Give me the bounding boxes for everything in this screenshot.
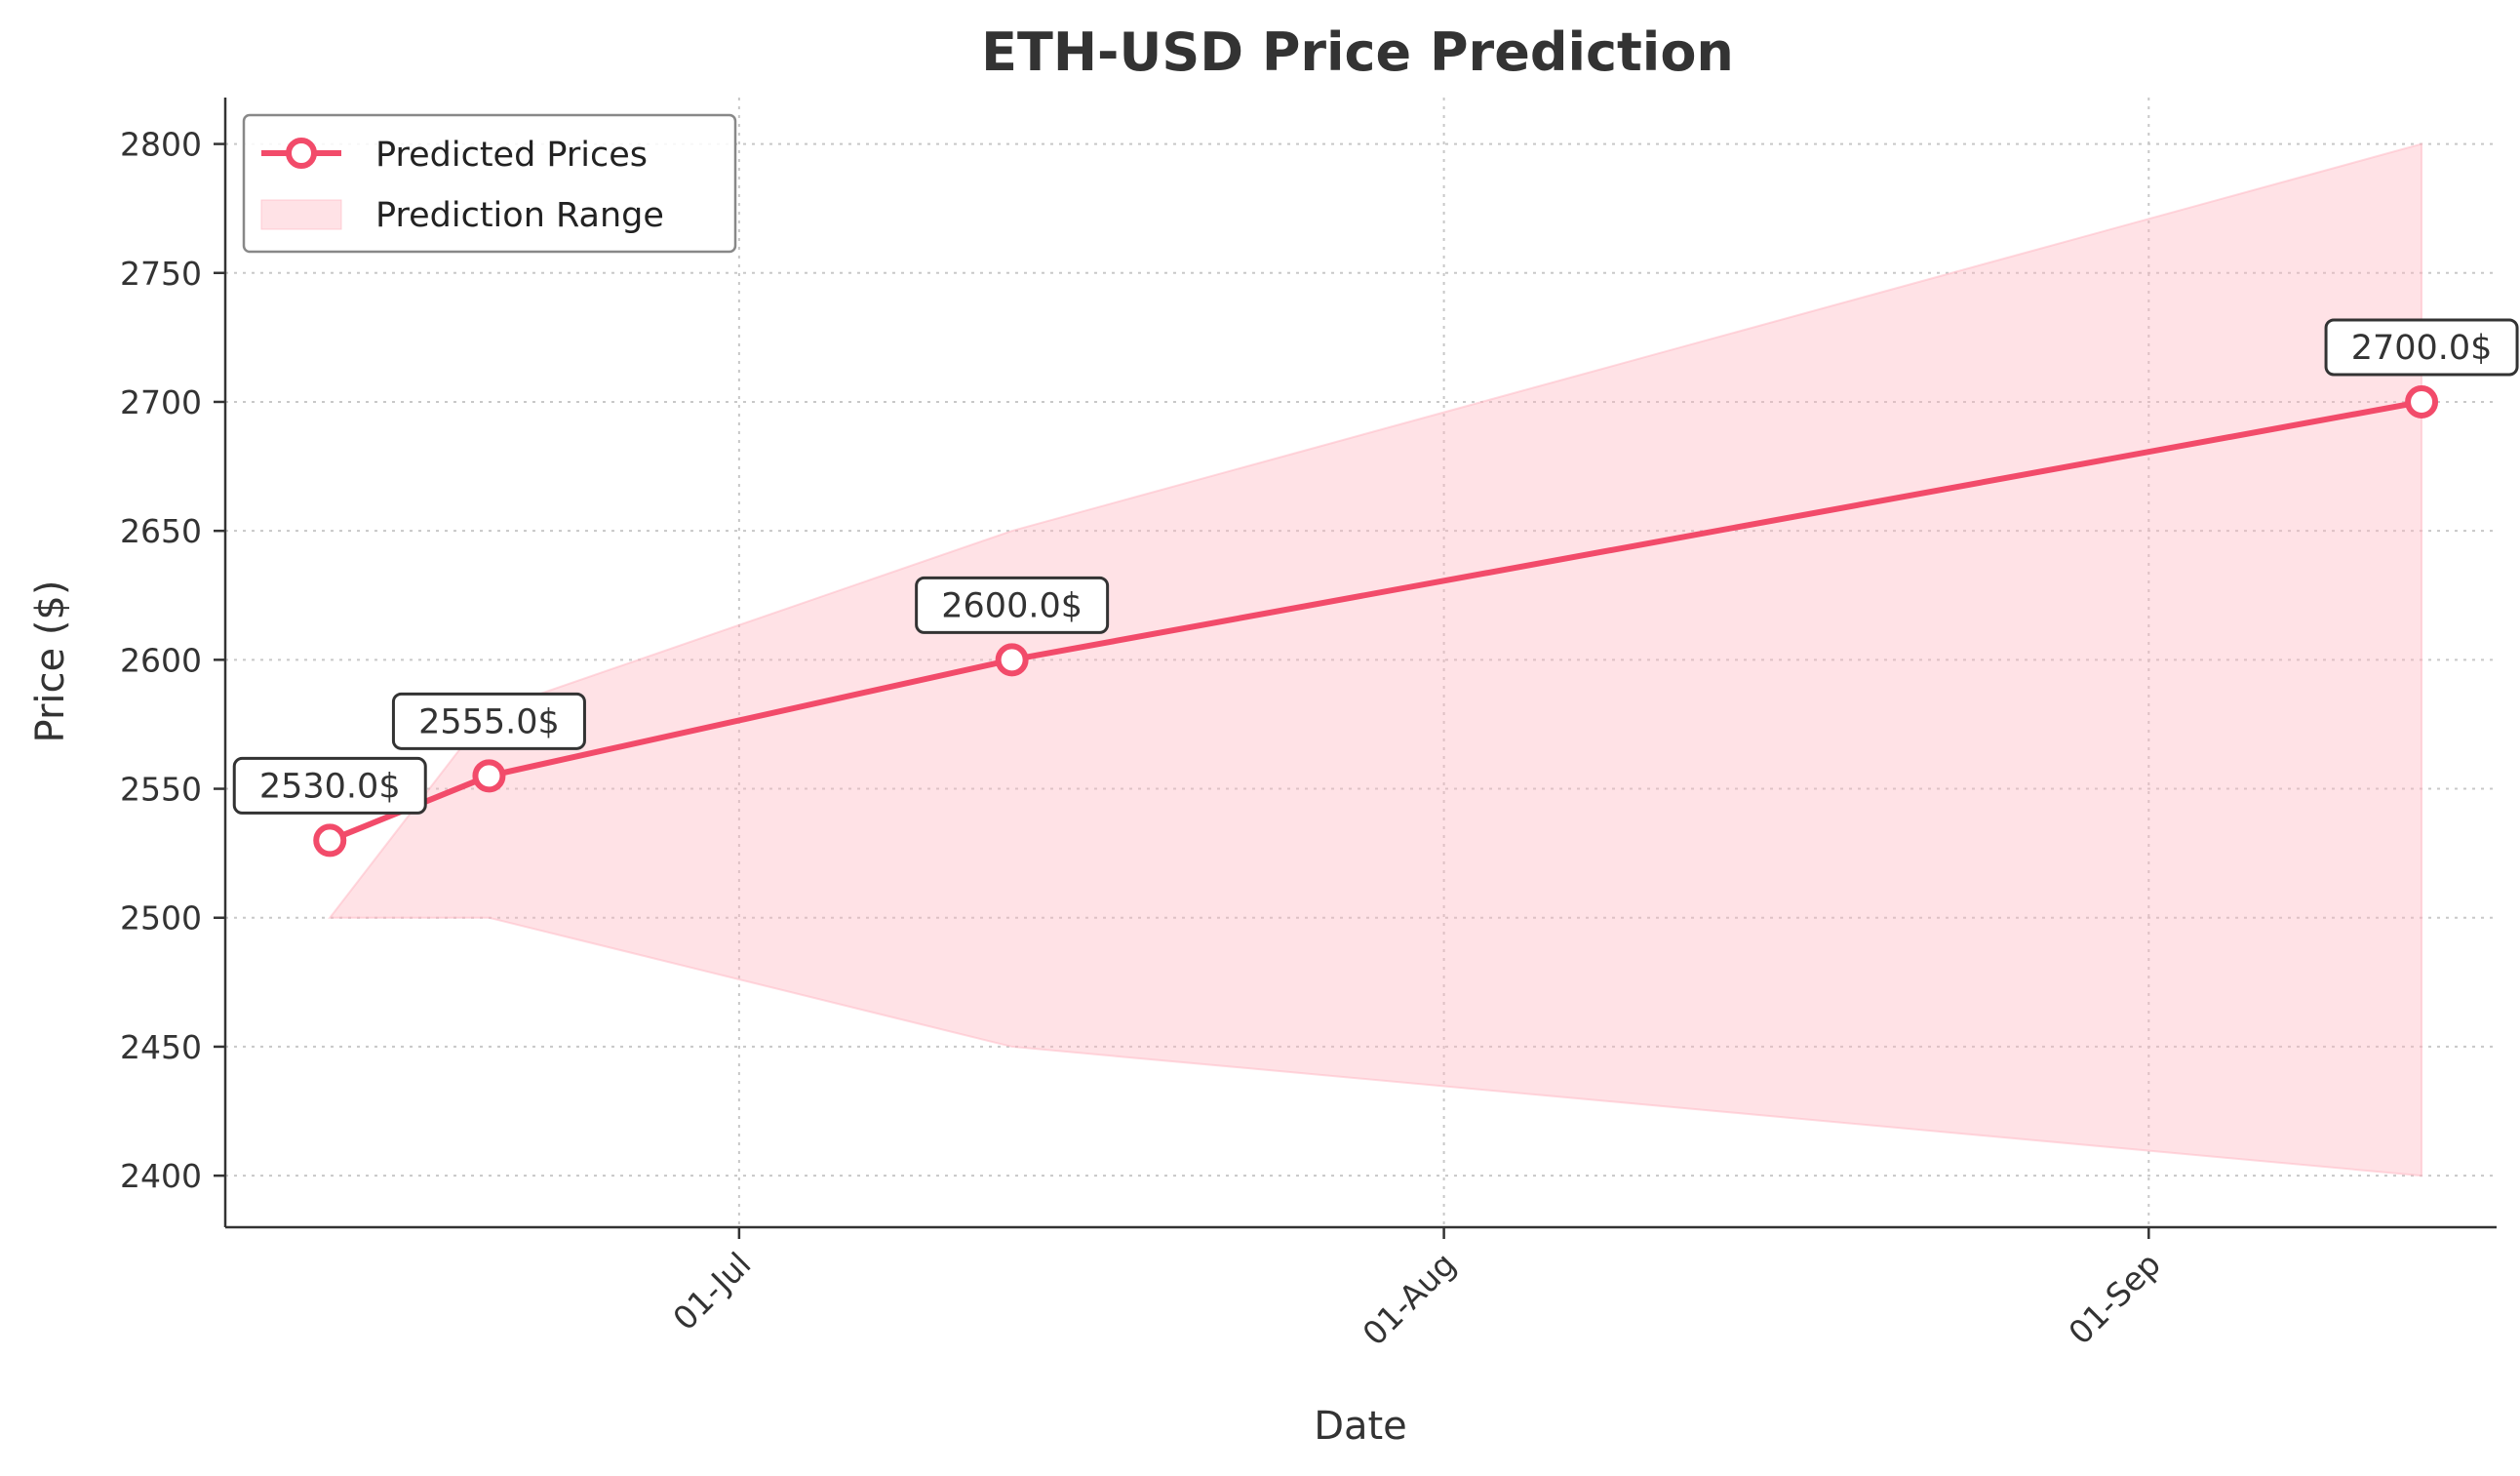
data-label-annotations: 2530.0$ 2555.0$ 2600.0$ 2700.0$ bbox=[232, 318, 2519, 815]
chart-title: ETH-USD Price Prediction bbox=[981, 21, 1734, 83]
grid bbox=[225, 98, 2497, 1227]
y-tick-label: 2500 bbox=[120, 899, 202, 937]
data-label-box bbox=[232, 756, 427, 815]
data-label: 2700.0$ bbox=[2351, 329, 2493, 368]
data-label: 2530.0$ bbox=[259, 767, 401, 806]
predicted-price-point bbox=[2405, 384, 2439, 419]
legend: Predicted Prices Prediction Range bbox=[242, 113, 737, 254]
y-tick-label: 2400 bbox=[120, 1157, 202, 1195]
y-axis-label: Price ($) bbox=[28, 580, 73, 743]
legend-box bbox=[242, 113, 737, 254]
legend-range-swatch bbox=[260, 199, 342, 230]
y-tick-label: 2800 bbox=[120, 126, 202, 164]
predicted-price-point bbox=[313, 823, 347, 858]
prediction-range-band bbox=[328, 142, 2423, 1177]
y-tick-label: 2450 bbox=[120, 1028, 202, 1066]
y-tick-label: 2600 bbox=[120, 641, 202, 679]
y-tick-label: 2750 bbox=[120, 255, 202, 293]
data-label-box bbox=[391, 692, 586, 750]
prediction-range-area bbox=[328, 142, 2423, 1177]
y-axis-ticks: 2400 2450 2500 2550 2600 2650 2700 2750 2800 bbox=[120, 126, 225, 1195]
legend-marker-swatch bbox=[286, 138, 317, 169]
y-tick-label: 2700 bbox=[120, 383, 202, 421]
x-tick-label: 01-Aug bbox=[1355, 1245, 1463, 1353]
legend-label-range: Prediction Range bbox=[375, 196, 664, 235]
data-label-box bbox=[915, 576, 1110, 634]
y-tick-label: 2650 bbox=[120, 512, 202, 550]
legend-label-predicted: Predicted Prices bbox=[375, 136, 648, 175]
x-axis-label: Date bbox=[1314, 1404, 1407, 1449]
x-tick-label: 01-Sep bbox=[2061, 1245, 2168, 1352]
predicted-price-point bbox=[472, 759, 506, 793]
x-axis-ticks: 01-Jul 01-Aug 01-Sep bbox=[665, 1227, 2168, 1353]
data-label: 2555.0$ bbox=[418, 702, 560, 741]
data-label: 2600.0$ bbox=[941, 586, 1083, 625]
data-label-box bbox=[2324, 318, 2519, 377]
predicted-price-point bbox=[995, 643, 1029, 677]
y-tick-label: 2550 bbox=[120, 771, 202, 809]
x-tick-label: 01-Jul bbox=[665, 1245, 758, 1337]
